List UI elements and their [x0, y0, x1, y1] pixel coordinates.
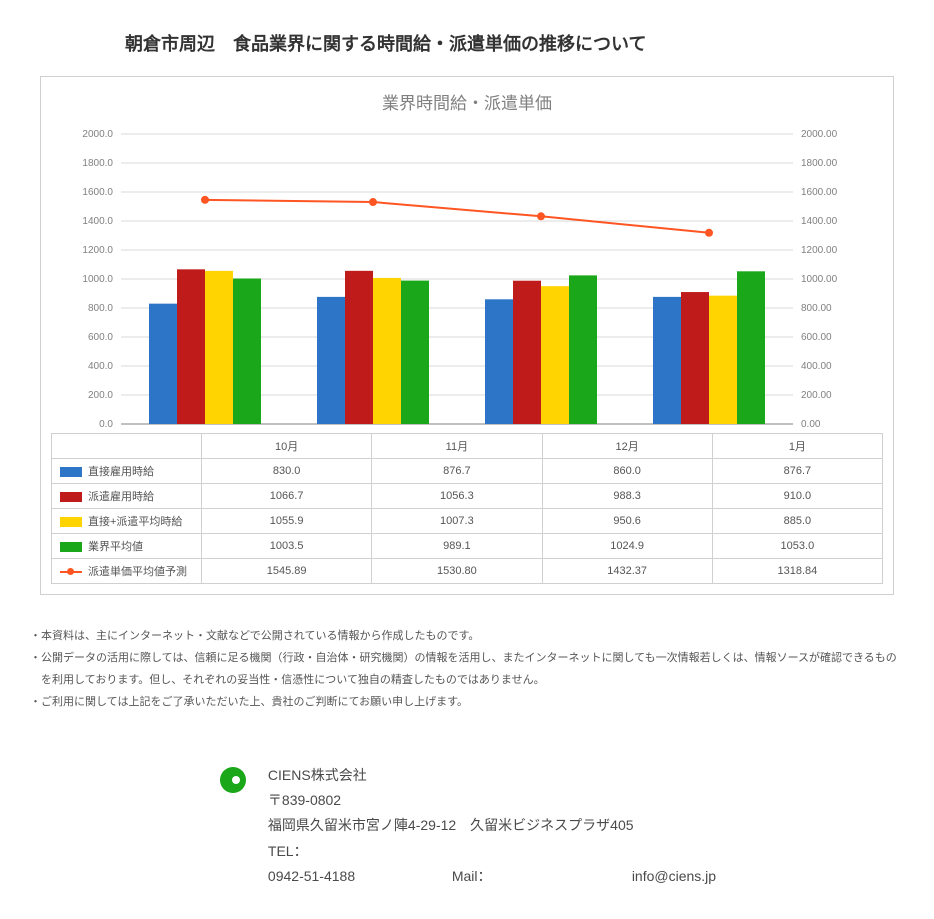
legend-cell: 派遣単価平均値予測 — [52, 559, 202, 584]
svg-text:0.0: 0.0 — [99, 419, 113, 430]
table-cell: 1007.3 — [372, 509, 542, 534]
legend-label: 派遣単価平均値予測 — [88, 566, 187, 578]
svg-text:800.0: 800.0 — [88, 303, 113, 314]
svg-text:1400.00: 1400.00 — [801, 216, 838, 227]
table-category-header: 11月 — [372, 434, 542, 459]
footer: CIENS株式会社 〒839-0802 福岡県久留米市宮ノ陣4-29-12 久留… — [0, 763, 934, 889]
svg-text:1800.0: 1800.0 — [82, 158, 113, 169]
table-cell: 1024.9 — [542, 534, 712, 559]
legend-cell: 直接+派遣平均時給 — [52, 509, 202, 534]
legend-line-swatch — [60, 571, 82, 573]
svg-text:1200.0: 1200.0 — [82, 245, 113, 256]
table-cell: 1003.5 — [202, 534, 372, 559]
svg-text:400.00: 400.00 — [801, 361, 832, 372]
legend-label: 直接雇用時給 — [88, 466, 154, 478]
svg-text:0.00: 0.00 — [801, 419, 821, 430]
svg-text:400.0: 400.0 — [88, 361, 113, 372]
note-line: ・本資料は、主にインターネット・文献などで公開されている情報から作成したものです… — [30, 625, 904, 647]
svg-text:200.0: 200.0 — [88, 390, 113, 401]
legend-label: 業界平均値 — [88, 541, 143, 553]
table-cell: 989.1 — [372, 534, 542, 559]
table-cell: 1432.37 — [542, 559, 712, 584]
svg-text:1400.0: 1400.0 — [82, 216, 113, 227]
svg-text:1600.0: 1600.0 — [82, 187, 113, 198]
table-cell: 860.0 — [542, 459, 712, 484]
table-cell: 876.7 — [712, 459, 882, 484]
company-name: CIENS株式会社 — [268, 763, 716, 788]
table-category-header: 1月 — [712, 434, 882, 459]
legend-cell: 派遣雇用時給 — [52, 484, 202, 509]
table-row: 派遣単価平均値予測 1545.891530.801432.371318.84 — [52, 559, 883, 584]
table-cell: 885.0 — [712, 509, 882, 534]
table-row: 直接+派遣平均時給 1055.91007.3950.6885.0 — [52, 509, 883, 534]
svg-text:1000.00: 1000.00 — [801, 274, 838, 285]
chart-svg: 0.0 200.0 400.0 600.0 800.0 1000.0 1200.0 1400.… — [51, 124, 863, 430]
table-legend-header — [52, 434, 202, 459]
legend-label: 派遣雇用時給 — [88, 491, 154, 503]
table-category-header: 12月 — [542, 434, 712, 459]
chart-plot-area: 0.0 200.0 400.0 600.0 800.0 1000.0 1200.0 1400.… — [51, 124, 883, 433]
svg-text:1800.00: 1800.00 — [801, 158, 838, 169]
table-row: 業界平均値 1003.5989.11024.91053.0 — [52, 534, 883, 559]
company-address: 福岡県久留米市宮ノ陣4-29-12 久留米ビジネスプラザ405 — [268, 813, 716, 838]
chart-data-table: 10月11月12月1月直接雇用時給830.0876.7860.0876.7派遣雇… — [51, 433, 883, 584]
table-cell: 988.3 — [542, 484, 712, 509]
table-cell: 1056.3 — [372, 484, 542, 509]
table-cell: 950.6 — [542, 509, 712, 534]
table-cell: 1545.89 — [202, 559, 372, 584]
company-mail: Mail：info@ciens.jp — [452, 868, 716, 884]
company-logo — [218, 763, 248, 803]
table-cell: 1055.9 — [202, 509, 372, 534]
svg-text:200.00: 200.00 — [801, 390, 832, 401]
chart-title: 業界時間給・派遣単価 — [51, 89, 883, 114]
table-cell: 910.0 — [712, 484, 882, 509]
svg-text:1200.00: 1200.00 — [801, 245, 838, 256]
svg-text:600.0: 600.0 — [88, 332, 113, 343]
company-tel: TEL：0942-51-4188 — [268, 839, 448, 889]
legend-bar-swatch — [60, 517, 82, 527]
legend-bar-swatch — [60, 467, 82, 477]
table-cell: 876.7 — [372, 459, 542, 484]
table-category-header: 10月 — [202, 434, 372, 459]
note-line: ・公開データの活用に際しては、信頼に足る機関（行政・自治体・研究機関）の情報を活… — [30, 647, 904, 691]
note-line: ・ご利用に関しては上記をご了承いただいた上、貴社のご判断にてお願い申し上げます。 — [30, 691, 904, 713]
table-cell: 1318.84 — [712, 559, 882, 584]
svg-text:2000.0: 2000.0 — [82, 129, 113, 140]
legend-cell: 業界平均値 — [52, 534, 202, 559]
chart-container: 業界時間給・派遣単価 0.0 200.0 400.0 600.0 800.0 1000.0… — [40, 76, 894, 595]
legend-bar-swatch — [60, 542, 82, 552]
svg-text:1000.0: 1000.0 — [82, 274, 113, 285]
svg-text:800.00: 800.00 — [801, 303, 832, 314]
svg-text:1600.00: 1600.00 — [801, 187, 838, 198]
legend-cell: 直接雇用時給 — [52, 459, 202, 484]
notes-section: ・本資料は、主にインターネット・文献などで公開されている情報から作成したものです… — [30, 625, 904, 713]
legend-bar-swatch — [60, 492, 82, 502]
company-postal: 〒839-0802 — [268, 788, 716, 813]
svg-text:2000.00: 2000.00 — [801, 129, 838, 140]
table-cell: 1066.7 — [202, 484, 372, 509]
table-row: 直接雇用時給830.0876.7860.0876.7 — [52, 459, 883, 484]
table-row: 派遣雇用時給 1066.71056.3988.3910.0 — [52, 484, 883, 509]
table-cell: 830.0 — [202, 459, 372, 484]
table-cell: 1053.0 — [712, 534, 882, 559]
table-cell: 1530.80 — [372, 559, 542, 584]
legend-label: 直接+派遣平均時給 — [88, 516, 182, 528]
svg-text:600.00: 600.00 — [801, 332, 832, 343]
page-title: 朝倉市周辺 食品業界に関する時間給・派遣単価の推移について — [0, 0, 934, 76]
